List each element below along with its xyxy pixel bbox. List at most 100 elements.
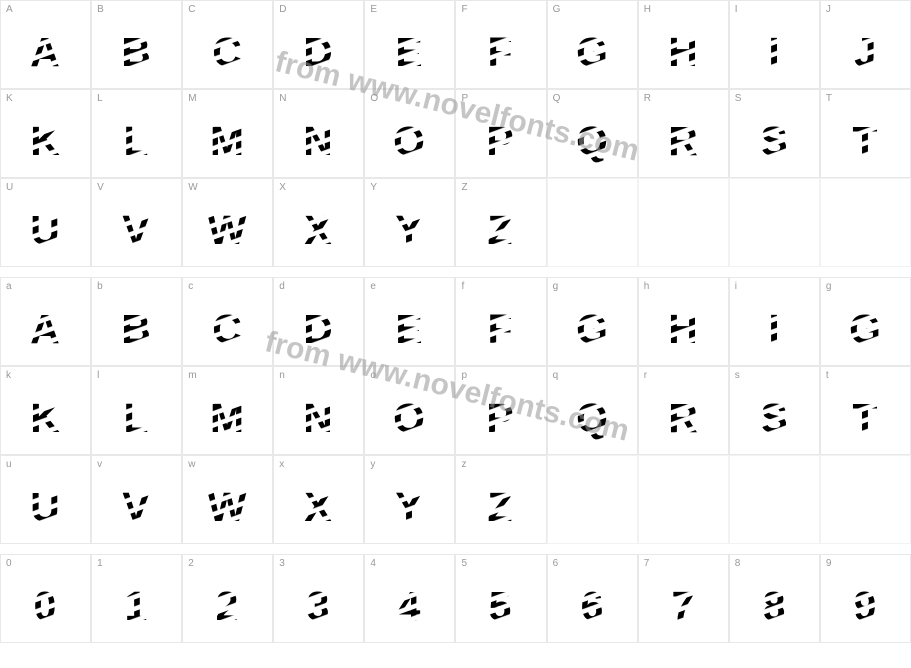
cell-glyph: I [748, 31, 800, 73]
cell-label: O [370, 93, 378, 104]
charmap-cell: 44 [364, 554, 455, 643]
cell-label: 1 [97, 558, 103, 569]
cell-glyph: 8 [748, 585, 800, 627]
cell-glyph: C [201, 308, 253, 350]
charmap-cell: qQ [547, 366, 638, 455]
charmap-cell: DD [273, 0, 364, 89]
charmap-cell: FF [455, 0, 546, 89]
cell-glyph: K [19, 397, 71, 439]
cell-label: K [6, 93, 13, 104]
cell-glyph: U [19, 486, 71, 528]
cell-label: 9 [826, 558, 832, 569]
charmap-cell: 33 [273, 554, 364, 643]
cell-label: S [735, 93, 742, 104]
charmap-cell: 99 [820, 554, 911, 643]
cell-label: 3 [279, 558, 285, 569]
cell-glyph: F [474, 308, 526, 350]
charmap-cell: sS [729, 366, 820, 455]
cell-glyph: X [292, 486, 344, 528]
cell-glyph: 2 [201, 585, 253, 627]
charmap-cell: KK [0, 89, 91, 178]
cell-glyph: D [292, 308, 344, 350]
cell-label: M [188, 93, 196, 104]
charmap-cell: bB [91, 277, 182, 366]
cell-label: H [644, 4, 651, 15]
charmap-cell: NN [273, 89, 364, 178]
charmap-cell: mM [182, 366, 273, 455]
cell-label: x [279, 459, 284, 470]
cell-label: L [97, 93, 103, 104]
charmap-cell: 22 [182, 554, 273, 643]
charmap-cell: OO [364, 89, 455, 178]
cell-glyph: Q [566, 397, 618, 439]
font-charmap: AABBCCDDEEFFGGHHIIJJKKLLMMNNOOPPQQRRSSTT… [0, 0, 911, 643]
cell-label: p [461, 370, 467, 381]
cell-label: J [826, 4, 831, 15]
charmap-cell: tT [820, 366, 911, 455]
cell-glyph: O [383, 120, 435, 162]
section-uppercase: AABBCCDDEEFFGGHHIIJJKKLLMMNNOOPPQQRRSSTT… [0, 0, 911, 267]
cell-label: Y [370, 182, 377, 193]
cell-glyph: B [110, 308, 162, 350]
section-digits: 00112233445566778899 [0, 554, 911, 643]
charmap-cell: zZ [455, 455, 546, 544]
charmap-cell: RR [638, 89, 729, 178]
charmap-cell: PP [455, 89, 546, 178]
charmap-cell: LL [91, 89, 182, 178]
cell-glyph: T [839, 120, 891, 162]
charmap-cell: 66 [547, 554, 638, 643]
cell-glyph: N [292, 120, 344, 162]
cell-glyph: T [839, 397, 891, 439]
charmap-cell: pP [455, 366, 546, 455]
cell-glyph: Y [383, 486, 435, 528]
charmap-cell: gG [547, 277, 638, 366]
cell-label: 2 [188, 558, 194, 569]
cell-glyph: U [19, 209, 71, 251]
cell-label: h [644, 281, 650, 292]
cell-glyph: 1 [110, 585, 162, 627]
cell-label: 8 [735, 558, 741, 569]
charmap-cell: TT [820, 89, 911, 178]
cell-glyph: V [110, 209, 162, 251]
cell-glyph: A [19, 31, 71, 73]
cell-label: o [370, 370, 376, 381]
cell-glyph: J [839, 31, 891, 73]
cell-label: Q [553, 93, 561, 104]
charmap-cell: oO [364, 366, 455, 455]
cell-glyph: L [110, 120, 162, 162]
cell-glyph: C [201, 31, 253, 73]
cell-glyph: E [383, 308, 435, 350]
cell-label: e [370, 281, 376, 292]
cell-glyph: R [657, 397, 709, 439]
charmap-cell: gG [820, 277, 911, 366]
cell-glyph: A [19, 308, 71, 350]
cell-glyph: S [748, 120, 800, 162]
charmap-cell: YY [364, 178, 455, 267]
charmap-cell: MM [182, 89, 273, 178]
section-spacer [0, 267, 911, 277]
cell-label: U [6, 182, 13, 193]
charmap-cell: 11 [91, 554, 182, 643]
cell-glyph: O [383, 397, 435, 439]
cell-glyph: W [201, 486, 253, 528]
charmap-cell [729, 178, 820, 267]
charmap-cell: BB [91, 0, 182, 89]
charmap-cell: iI [729, 277, 820, 366]
charmap-cell: QQ [547, 89, 638, 178]
cell-glyph: V [110, 486, 162, 528]
cell-label: 7 [644, 558, 650, 569]
charmap-cell: VV [91, 178, 182, 267]
charmap-cell: CC [182, 0, 273, 89]
cell-label: b [97, 281, 103, 292]
cell-label: 6 [553, 558, 559, 569]
charmap-cell [547, 178, 638, 267]
charmap-cell: xX [273, 455, 364, 544]
cell-glyph: 5 [474, 585, 526, 627]
charmap-cell: WW [182, 178, 273, 267]
charmap-cell [820, 178, 911, 267]
cell-label: r [644, 370, 647, 381]
charmap-cell: 77 [638, 554, 729, 643]
cell-label: l [97, 370, 99, 381]
cell-glyph: E [383, 31, 435, 73]
cell-glyph: M [201, 120, 253, 162]
